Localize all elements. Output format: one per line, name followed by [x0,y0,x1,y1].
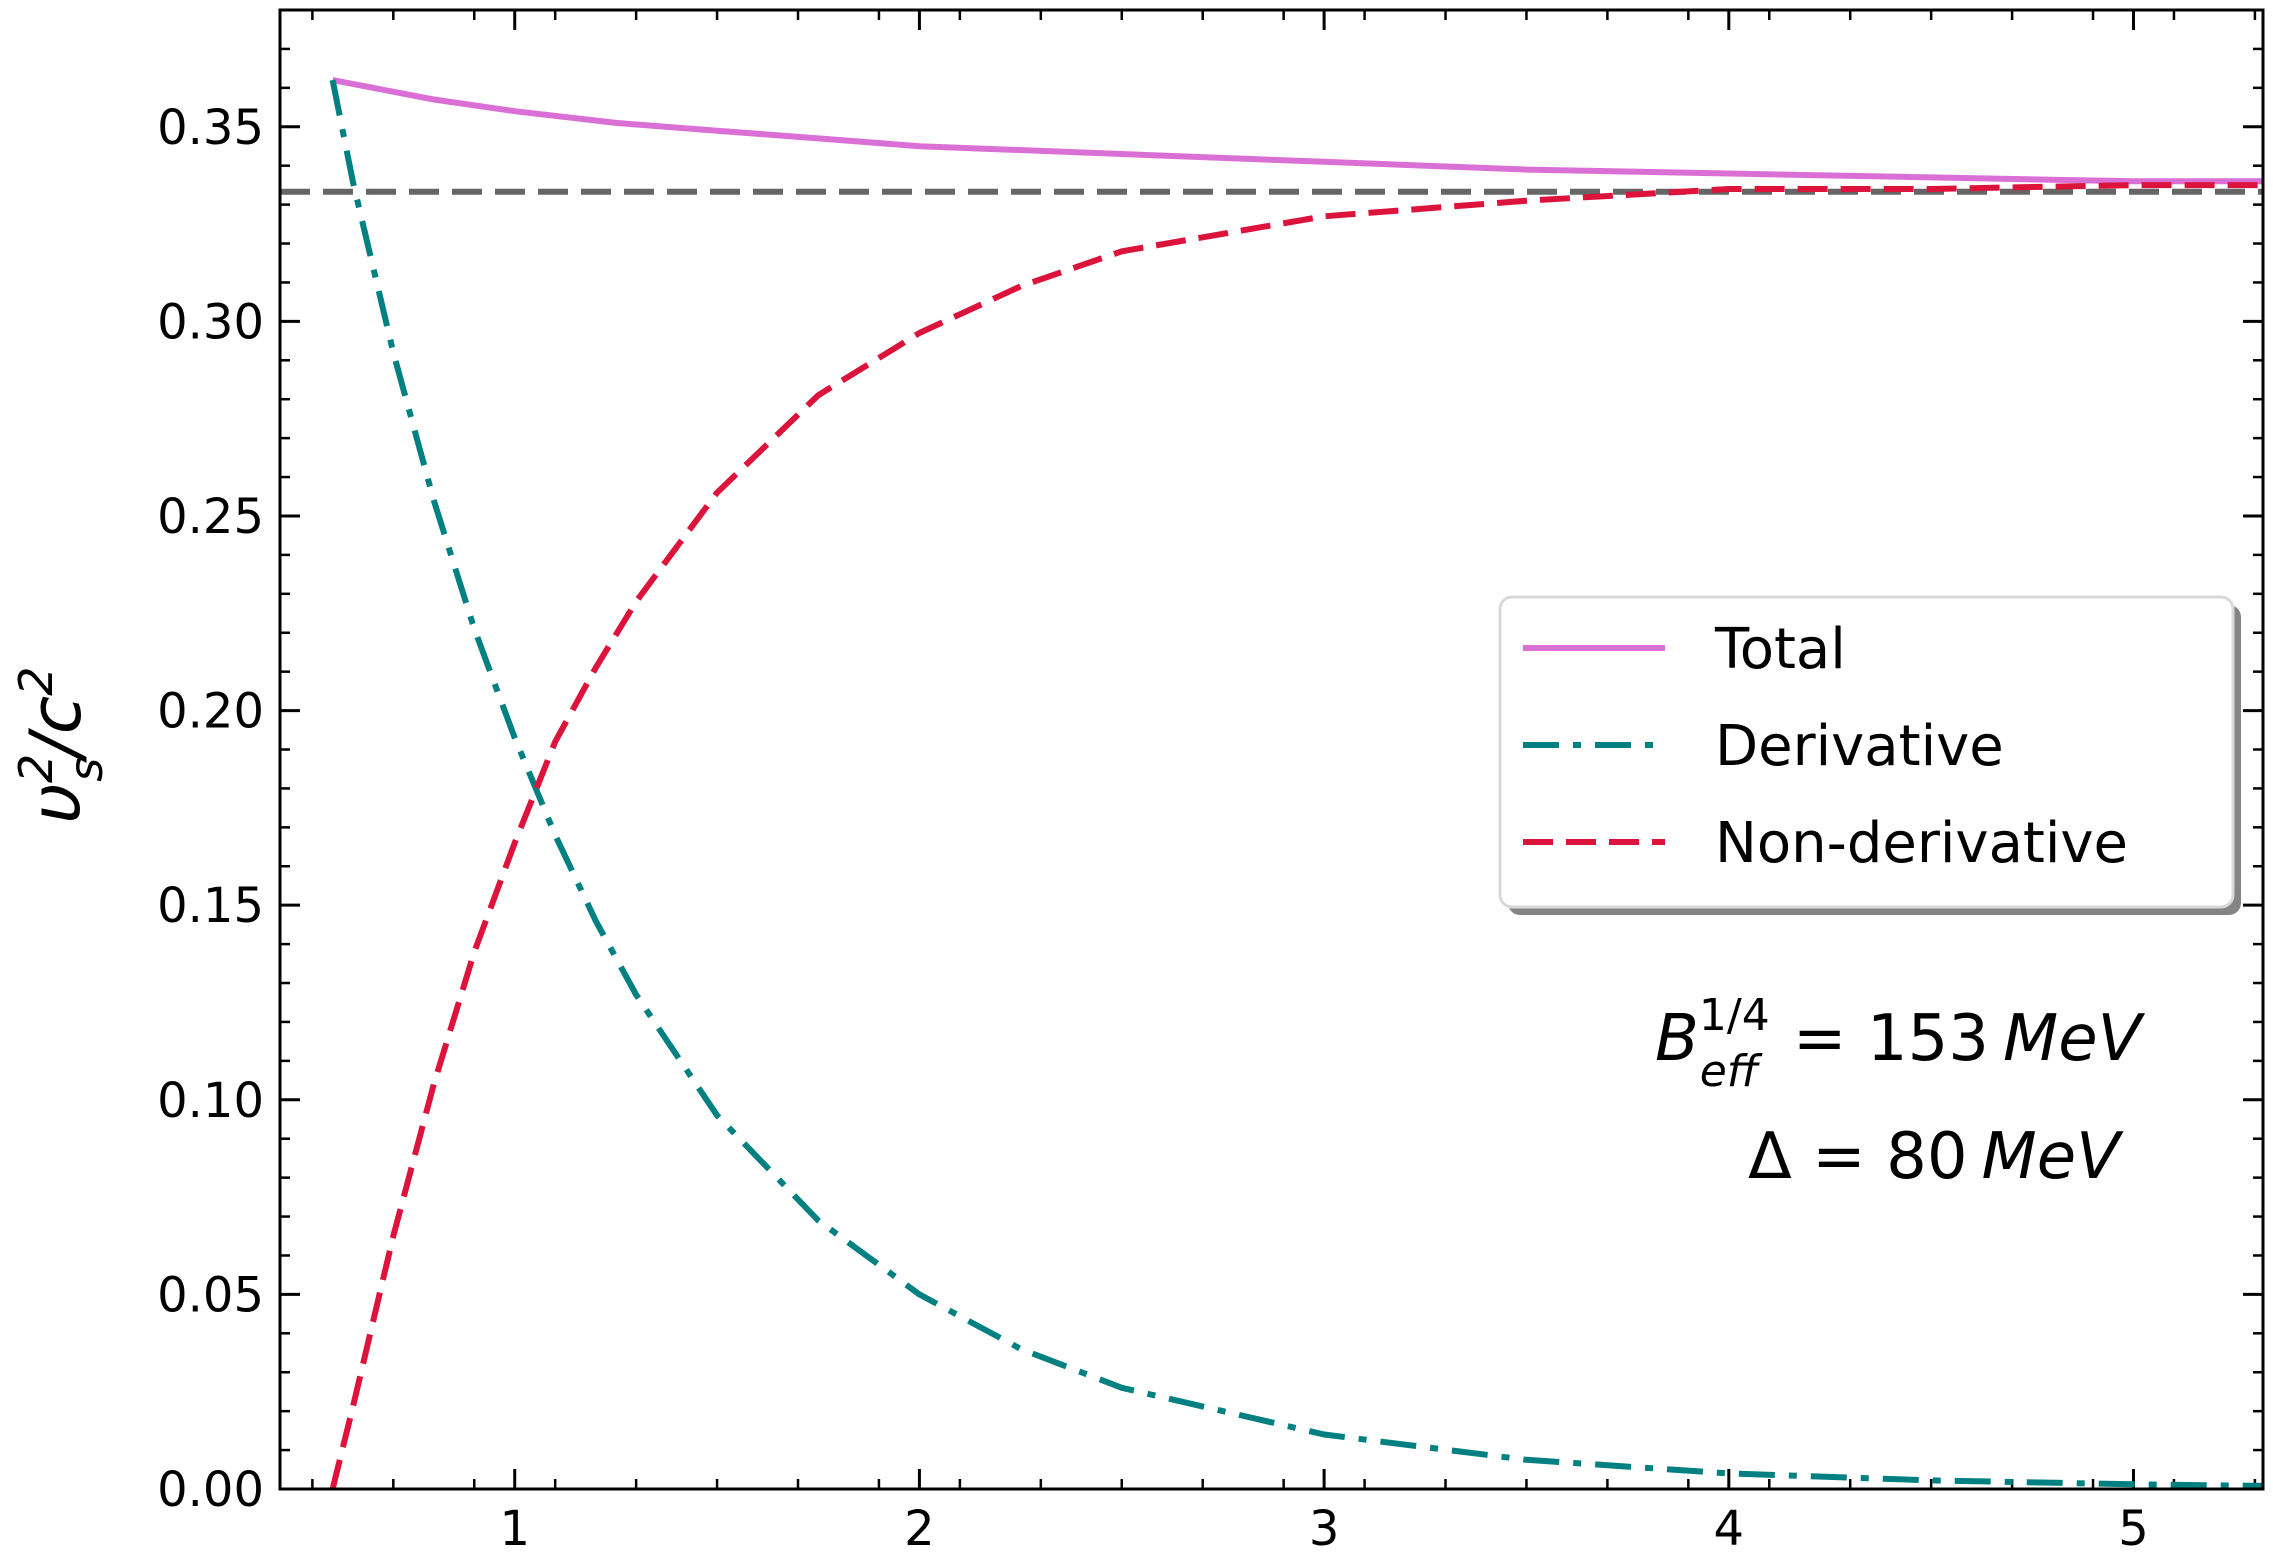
plot-area-frame [278,8,2265,1491]
series-lines [329,77,2264,1490]
y-tick-label: 0.10 [157,1073,264,1129]
y-tick-label: 0.20 [157,684,264,740]
x-tick-label: 1 [499,1501,530,1557]
y-tick-label: 0.00 [157,1462,264,1518]
axis-ticks [280,8,2263,1491]
tick-labels: 1 2 3 4 5 0.00 0.05 0.10 0.15 0.20 0.25 0.30 0.35 [157,100,2149,1557]
series-line-derivative [329,79,2264,1489]
annotation-bag-constant: B1/4 eff = 153 MeV [1655,990,2146,1097]
y-tick-label: 0.15 [157,878,264,934]
y-tick-label: 0.30 [157,294,264,350]
legend-label-derivative: Derivative [1715,714,2004,779]
x-tick-label: 5 [2118,1501,2149,1557]
series-line-non-derivative [329,182,2263,1490]
legend-label-non-derivative: Non-derivative [1715,811,2128,876]
y-tick-label: 0.25 [157,489,264,545]
x-tick-label: 2 [904,1501,935,1557]
y-axis-label: υ2s/c2 [9,666,113,823]
y-tick-label: 0.35 [157,100,264,156]
x-tick-label: 3 [1309,1501,1340,1557]
x-tick-label: 4 [1714,1501,1745,1557]
series-line-total [332,77,2263,185]
legend-box [1498,595,2235,909]
legend: Total Derivative Non-derivative [1498,595,2241,915]
annotation-gap: Δ = 80 MeV [1748,1120,2124,1194]
legend-label-total: Total [1714,617,1846,682]
y-tick-label: 0.05 [157,1267,264,1323]
